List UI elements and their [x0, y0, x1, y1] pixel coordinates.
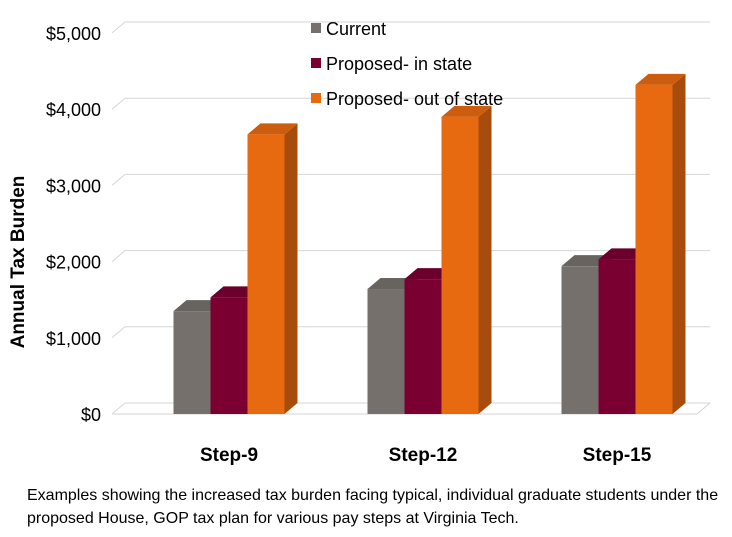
bar — [635, 73, 686, 414]
y-tick-label: $0 — [81, 405, 101, 425]
legend-swatch — [311, 93, 321, 103]
legend-label: Proposed- in state — [326, 54, 472, 74]
bar-front — [247, 134, 285, 414]
bar-front — [404, 279, 442, 414]
y-tick-label: $1,000 — [46, 329, 101, 349]
legend-item: Proposed- out of state — [311, 89, 503, 109]
y-axis-label: Annual Tax Burden — [8, 176, 29, 349]
gridline-side — [111, 21, 126, 34]
bar-front — [441, 116, 479, 414]
legend-swatch — [311, 23, 321, 33]
bar-front — [210, 297, 248, 414]
legend-item: Proposed- in state — [311, 54, 472, 74]
caption: Examples showing the increased tax burde… — [27, 487, 719, 527]
legend-label: Proposed- out of state — [326, 89, 503, 109]
bar-side — [672, 73, 686, 414]
legend-label: Current — [326, 19, 386, 39]
bar-front — [598, 259, 636, 414]
bar-front — [635, 84, 673, 414]
bar-front — [173, 311, 211, 414]
x-category-label: Step-12 — [389, 445, 458, 466]
floor-right-line — [696, 402, 711, 415]
bar — [441, 105, 492, 414]
bars — [173, 73, 686, 414]
gridline-side — [111, 250, 126, 262]
y-tick-label: $3,000 — [46, 176, 101, 196]
legend-item: Current — [311, 19, 386, 39]
y-tick-label: $5,000 — [46, 24, 101, 44]
legend: Current Proposed- in state Proposed- out o… — [311, 19, 503, 109]
y-tick-label: $4,000 — [46, 100, 101, 120]
y-tick-label: $2,000 — [46, 253, 101, 273]
bar-top — [441, 105, 492, 117]
bar — [247, 123, 298, 414]
bar-top — [635, 73, 686, 85]
x-category-label: Step-15 — [583, 445, 652, 466]
bar-front — [561, 266, 599, 414]
bar-chart: $0$1,000$2,000$3,000$4,000$5,000 Step-9 S… — [8, 19, 711, 466]
bar-side — [478, 105, 492, 414]
gridline-side — [111, 326, 126, 339]
y-axis-ticks: $0 $1,000 $2,000 $3,000 $4,000 $5,000 — [46, 24, 101, 425]
gridline-side — [111, 402, 126, 415]
x-category-label: Step-9 — [200, 445, 258, 466]
legend-swatch — [311, 58, 321, 68]
gridline-side — [111, 97, 126, 110]
gridline-side — [111, 174, 126, 186]
x-axis-categories: Step-9 Step-12 Step-15 — [200, 445, 652, 466]
bar-front — [367, 289, 405, 414]
bar-top — [247, 123, 298, 135]
bar-side — [284, 123, 298, 414]
